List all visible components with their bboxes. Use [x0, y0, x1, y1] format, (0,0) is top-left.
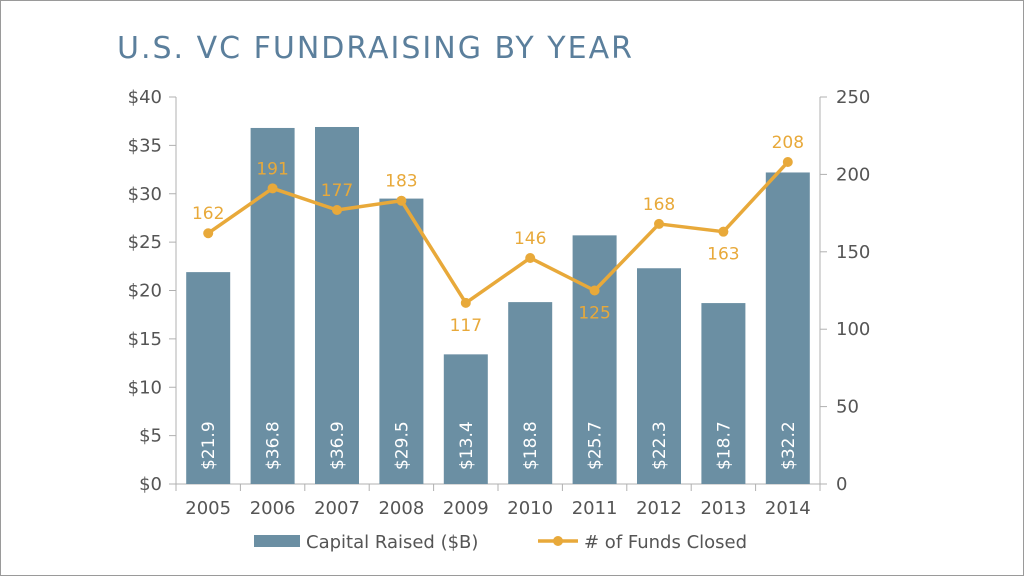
- bar: [765, 172, 810, 484]
- line-data-label: 117: [450, 316, 482, 336]
- line-point: [332, 205, 342, 216]
- x-tick-label: 2006: [250, 498, 296, 519]
- line-point: [525, 252, 536, 263]
- line-point: [718, 226, 729, 237]
- x-tick-label: 2008: [378, 498, 424, 519]
- x-tick-label: 2012: [636, 498, 682, 519]
- line-data-label: 146: [514, 229, 546, 249]
- y-left-tick-label: $15: [128, 329, 162, 350]
- bar-label: $29.5: [392, 421, 412, 470]
- bar-label: $22.3: [650, 421, 670, 470]
- x-tick-label: 2007: [314, 498, 360, 519]
- line-data-label: 163: [707, 245, 739, 265]
- line-point: [267, 183, 278, 194]
- legend-swatch-marker: [553, 536, 563, 546]
- line-data-label: 191: [256, 159, 288, 179]
- funds-line: [207, 160, 790, 305]
- y-right-tick-label: 100: [836, 319, 870, 340]
- bar-label: $36.9: [328, 421, 348, 470]
- line-point: [396, 195, 407, 206]
- bar-label: $18.7: [714, 421, 734, 470]
- legend-label-bar: Capital Raised ($B): [306, 532, 478, 553]
- bar-label: $13.4: [457, 421, 477, 470]
- bar: [701, 303, 746, 484]
- y-right-tick-label: 0: [836, 474, 847, 495]
- y-right-tick-label: 200: [836, 164, 870, 185]
- bar: [379, 198, 424, 484]
- bar-label: $21.9: [199, 421, 219, 470]
- line-data-label: 162: [192, 204, 224, 224]
- bar-label: $18.8: [521, 421, 541, 470]
- chart-title: U.S. VC FUNDRAISING BY YEAR: [117, 31, 634, 66]
- bar: [637, 268, 681, 484]
- y-right-tick-label: 250: [836, 87, 870, 108]
- bar: [186, 272, 231, 484]
- line-point: [782, 157, 793, 168]
- line-data-label: 177: [321, 181, 353, 201]
- y-left-tick-label: $25: [128, 232, 162, 253]
- y-left-tick-label: $30: [128, 184, 162, 205]
- bar: [443, 354, 488, 484]
- legend-swatch-bar: [254, 535, 300, 547]
- line-point: [203, 228, 214, 239]
- x-tick-label: 2013: [700, 498, 746, 519]
- bar-label: $25.7: [586, 421, 606, 470]
- line-data-label: 208: [772, 133, 804, 153]
- x-tick-label: 2014: [765, 498, 811, 519]
- bar-label: $32.2: [779, 421, 799, 470]
- line-point: [654, 218, 664, 229]
- legend-label-line: # of Funds Closed: [584, 532, 747, 553]
- bar: [508, 302, 553, 484]
- y-left-tick-label: $5: [139, 426, 162, 447]
- y-left-tick-label: $40: [128, 87, 162, 108]
- bar: [315, 126, 359, 485]
- y-left-tick-label: $35: [128, 135, 162, 156]
- x-tick-label: 2005: [185, 498, 231, 519]
- x-tick-label: 2010: [507, 498, 553, 519]
- line-data-label: 168: [643, 195, 675, 215]
- x-tick-label: 2011: [572, 498, 618, 519]
- y-left-tick-label: $10: [128, 377, 162, 398]
- line-data-label: 183: [385, 172, 417, 192]
- line-data-label: 125: [578, 304, 610, 324]
- y-left-tick-label: $0: [139, 474, 162, 495]
- line-point: [460, 297, 471, 308]
- bar-label: $36.8: [264, 421, 284, 470]
- line-point: [589, 285, 600, 296]
- x-tick-label: 2009: [443, 498, 489, 519]
- y-left-tick-label: $20: [128, 281, 162, 302]
- y-right-tick-label: 50: [836, 397, 859, 418]
- y-right-tick-label: 150: [836, 242, 870, 263]
